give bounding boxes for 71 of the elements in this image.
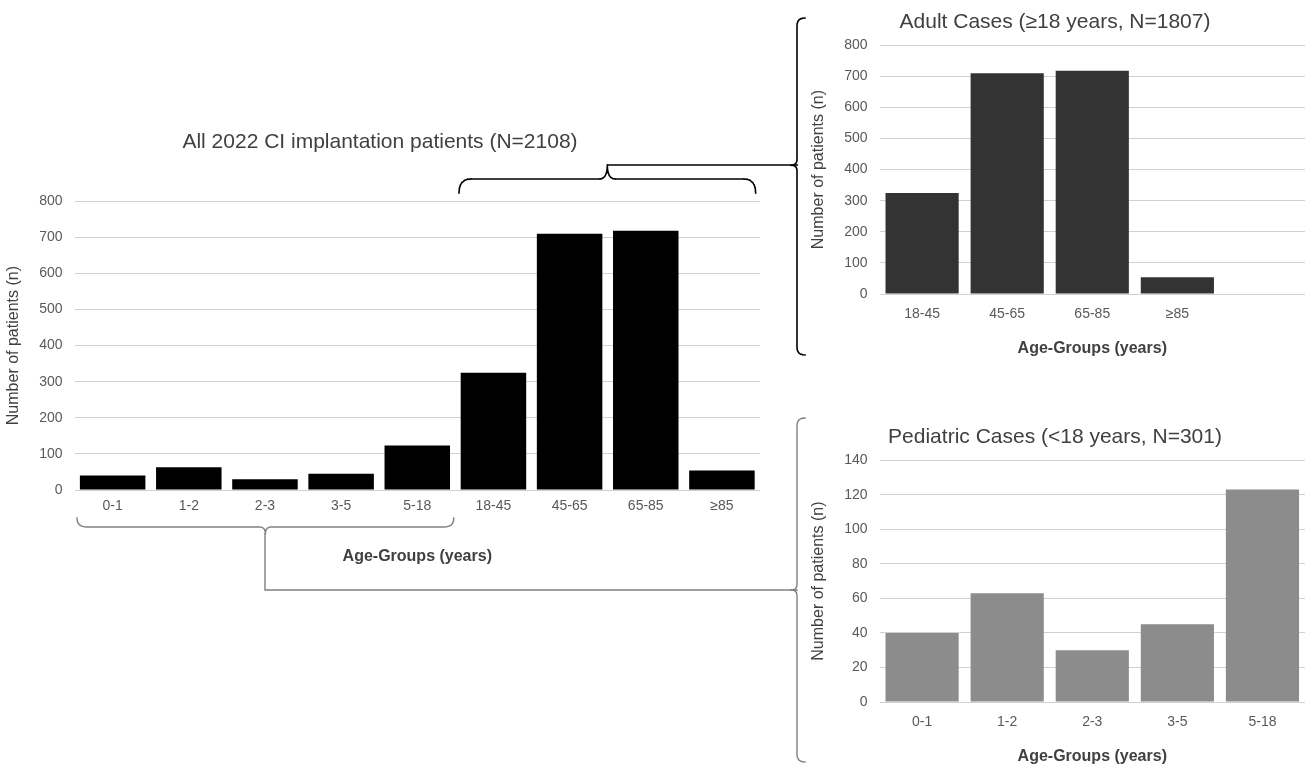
y-tick-label: 60 bbox=[851, 589, 868, 606]
x-tick-label: 65-85 bbox=[1074, 305, 1111, 322]
x-tick-label: 45-65 bbox=[989, 305, 1026, 322]
bar bbox=[232, 479, 298, 490]
y-tick-label: 80 bbox=[851, 554, 868, 571]
y-tick-label: 600 bbox=[39, 264, 63, 281]
bar bbox=[1225, 489, 1300, 702]
bar bbox=[1140, 277, 1214, 294]
y-tick-label: 120 bbox=[844, 485, 868, 502]
bar bbox=[1140, 624, 1214, 702]
x-tick-label: 5-18 bbox=[1248, 713, 1277, 730]
chart-title: Adult Cases (≥18 years, N=1807) bbox=[899, 9, 1211, 33]
x-tick-label: 0-1 bbox=[102, 497, 123, 514]
chart-title: Pediatric Cases (<18 years, N=301) bbox=[888, 424, 1222, 448]
x-tick-label: 2-3 bbox=[1082, 713, 1103, 730]
y-tick-label: 700 bbox=[39, 228, 63, 245]
x-tick-label: 3-5 bbox=[331, 497, 352, 514]
y-tick-label: 400 bbox=[39, 336, 63, 353]
bar bbox=[536, 233, 603, 490]
bar bbox=[384, 445, 451, 490]
y-tick-label: 40 bbox=[851, 623, 868, 640]
bar bbox=[613, 230, 679, 490]
y-axis-title: Number of patients (n) bbox=[809, 90, 827, 250]
x-tick-label: 0-1 bbox=[911, 713, 933, 730]
y-tick-label: 0 bbox=[859, 692, 868, 709]
bar bbox=[79, 475, 146, 490]
bar bbox=[156, 467, 222, 490]
y-tick-label: 100 bbox=[39, 444, 63, 461]
x-tick-label: 18-45 bbox=[475, 497, 512, 514]
bar bbox=[1055, 650, 1129, 702]
y-axis-title: Number of patients (n) bbox=[809, 501, 827, 661]
x-tick-label: 65-85 bbox=[627, 497, 664, 514]
y-tick-label: 600 bbox=[844, 98, 868, 115]
x-tick-label: 18-45 bbox=[904, 305, 941, 322]
bar bbox=[460, 372, 527, 490]
x-tick-label: 1-2 bbox=[178, 497, 200, 514]
bar bbox=[970, 73, 1044, 294]
bar bbox=[1055, 70, 1129, 294]
x-tick-label: 5-18 bbox=[403, 497, 432, 514]
y-tick-label: 800 bbox=[39, 192, 63, 209]
chart-title: All 2022 CI implantation patients (N=2108) bbox=[182, 129, 578, 153]
y-axis-title: Number of patients (n) bbox=[4, 266, 22, 426]
y-tick-label: 100 bbox=[844, 520, 868, 537]
x-axis-title: Age-Groups (years) bbox=[1017, 338, 1167, 356]
bar bbox=[970, 593, 1044, 702]
y-tick-label: 400 bbox=[844, 160, 868, 177]
bar bbox=[885, 632, 959, 702]
y-tick-label: 20 bbox=[851, 658, 868, 675]
y-tick-label: 800 bbox=[844, 36, 868, 53]
y-tick-label: 140 bbox=[844, 451, 868, 468]
y-tick-label: 500 bbox=[844, 129, 868, 146]
bar bbox=[689, 470, 755, 490]
x-tick-label: 45-65 bbox=[551, 497, 588, 514]
bar bbox=[308, 473, 374, 490]
x-tick-label: 1-2 bbox=[997, 713, 1018, 730]
y-tick-label: 100 bbox=[844, 253, 868, 270]
y-tick-label: 300 bbox=[844, 191, 868, 208]
x-axis-title: Age-Groups (years) bbox=[1017, 746, 1167, 764]
y-tick-label: 300 bbox=[39, 372, 63, 389]
x-tick-label: 2-3 bbox=[254, 497, 276, 514]
y-tick-label: 0 bbox=[859, 284, 868, 301]
y-tick-label: 700 bbox=[844, 67, 868, 84]
x-tick-label: ≥85 bbox=[710, 497, 734, 514]
y-tick-label: 0 bbox=[54, 480, 63, 497]
x-tick-label: ≥85 bbox=[1165, 305, 1190, 322]
y-tick-label: 200 bbox=[39, 408, 63, 425]
x-axis-title: Age-Groups (years) bbox=[342, 546, 492, 564]
y-tick-label: 200 bbox=[844, 222, 868, 239]
x-tick-label: 3-5 bbox=[1167, 713, 1188, 730]
bar bbox=[885, 192, 959, 294]
y-tick-label: 500 bbox=[39, 300, 63, 317]
